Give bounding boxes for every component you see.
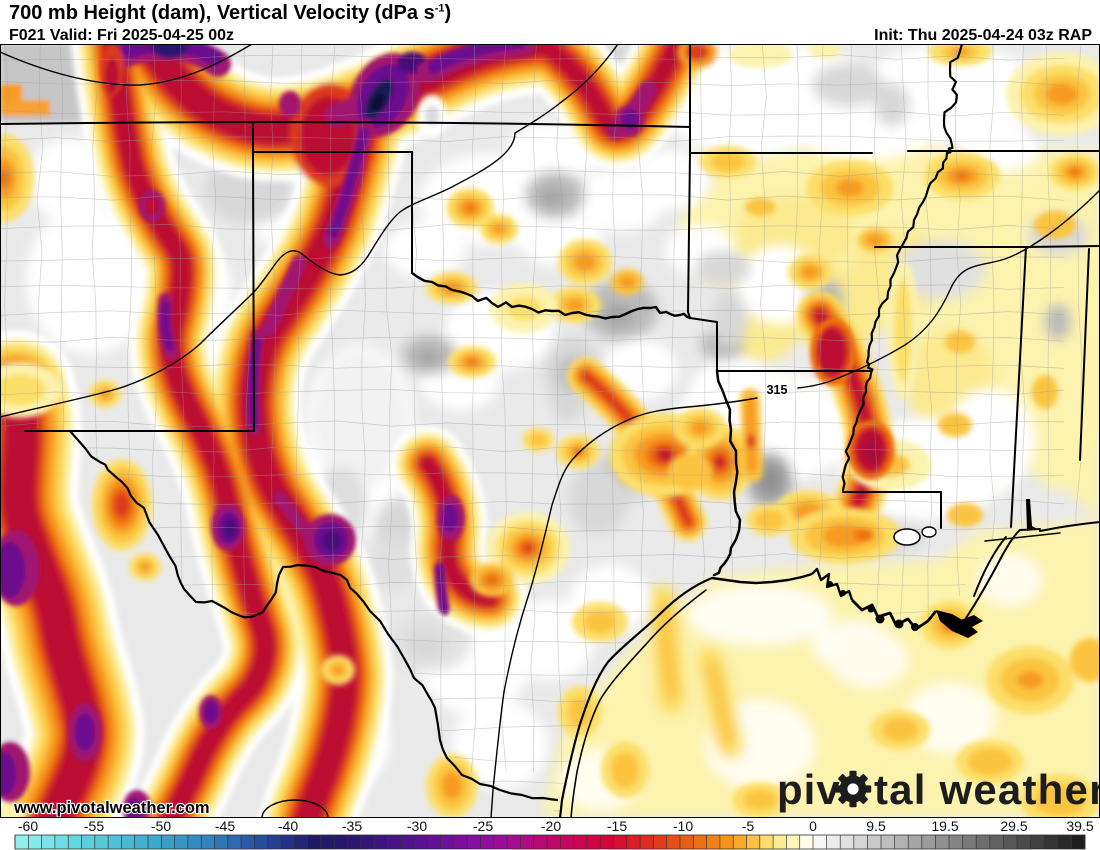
svg-text:0: 0 — [809, 818, 817, 834]
svg-text:-5: -5 — [742, 818, 755, 834]
svg-text:-15: -15 — [607, 818, 627, 834]
svg-text:-30: -30 — [407, 818, 427, 834]
svg-text:-55: -55 — [84, 818, 104, 834]
svg-text:-25: -25 — [473, 818, 493, 834]
svg-text:-60: -60 — [18, 818, 38, 834]
svg-text:piv: piv — [777, 766, 841, 813]
svg-text:www.pivotalweather.com: www.pivotalweather.com — [13, 799, 210, 817]
svg-text:-50: -50 — [151, 818, 171, 834]
svg-text:9.5: 9.5 — [866, 818, 886, 834]
svg-text:-10: -10 — [673, 818, 693, 834]
svg-text:19.5: 19.5 — [931, 818, 958, 834]
svg-text:-40: -40 — [278, 818, 298, 834]
svg-text:39.5: 39.5 — [1066, 818, 1093, 834]
svg-text:tal weather: tal weather — [874, 766, 1100, 813]
svg-text:-35: -35 — [342, 818, 362, 834]
svg-text:-45: -45 — [215, 818, 235, 834]
svg-text:-20: -20 — [541, 818, 561, 834]
svg-text:29.5: 29.5 — [1000, 818, 1027, 834]
svg-text:315: 315 — [767, 383, 788, 397]
